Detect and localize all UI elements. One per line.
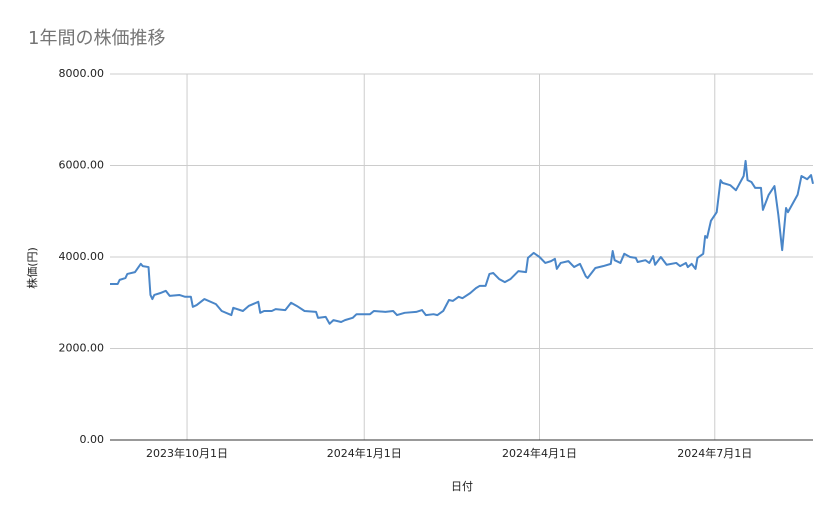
data-line — [110, 159, 814, 325]
y-tick-label: 4000.00 — [59, 250, 105, 263]
y-axis-title: 株価(円) — [25, 247, 39, 289]
x-axis-title: 日付 — [451, 480, 473, 493]
x-tick-label: 2024年4月1日 — [502, 446, 577, 460]
y-tick-label: 6000.00 — [59, 159, 105, 172]
x-tick-label: 2023年10月1日 — [146, 446, 228, 460]
y-tick-label: 8000.00 — [59, 67, 105, 80]
x-tick-label: 2024年1月1日 — [327, 446, 402, 460]
y-tick-label: 0.00 — [80, 433, 105, 446]
x-tick-label: 2024年7月1日 — [677, 446, 752, 460]
y-tick-label: 2000.00 — [59, 342, 105, 355]
chart-title: 1年間の株価推移 — [28, 28, 165, 49]
